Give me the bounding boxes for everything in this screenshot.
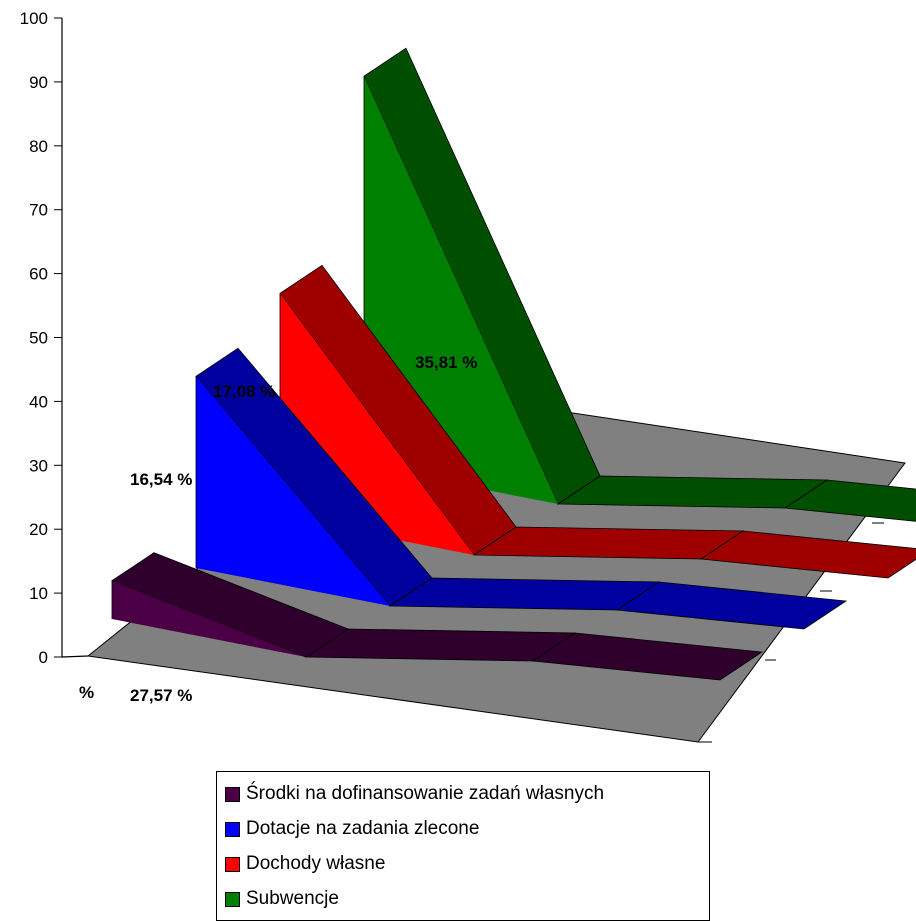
data-label: 17,08 % [213,382,275,401]
series-top-band [783,479,916,522]
series-0 [111,552,764,681]
data-label: 27,57 % [130,686,192,705]
legend-item: Środki na dofinansowanie zadań własnych [225,779,604,809]
axis-joint [61,655,89,658]
y-tick-label: 20 [29,520,48,539]
y-tick-label: 0 [39,648,48,667]
series-top-band [388,577,661,611]
y-tick-label: 90 [29,73,48,92]
legend-label: Dotacje na zadania zlecone [246,818,480,839]
value-axis: 0 10 20 30 40 50 60 70 80 90 100% [20,9,95,702]
legend-item: Subwencje [225,884,339,914]
data-label: 16,54 % [130,470,192,489]
y-tick-label: 40 [29,392,48,411]
legend-label: Dochody własne [246,853,386,874]
series-top-band [472,526,745,560]
series-1 [195,347,848,630]
legend-label: Subwencje [246,888,339,909]
series-area [196,376,804,629]
y-tick-label: 10 [29,584,48,603]
legend-swatch [225,821,240,837]
legend-swatch [225,786,240,802]
chart-3d-area: 0 10 20 30 40 50 60 70 80 90 100% 35,81 % 17,08 % 16… [20,9,916,743]
legend-label: Środki na dofinansowanie zadań własnych [246,783,605,804]
legend-swatch [225,891,240,907]
data-label: 35,81 % [415,353,477,372]
legend-swatch [225,856,240,872]
series-top-band [615,581,848,630]
y-tick-label: 50 [29,329,48,348]
y-tick-label: 70 [29,201,48,220]
data-labels: 35,81 % 17,08 % 16,54 % 27,57 % [130,353,477,705]
series-top-band [699,530,916,579]
series-top-band [556,475,829,509]
series-top-band [531,632,764,681]
y-tick-label: 60 [29,265,48,284]
legend: Środki na dofinansowanie zadań własnych D… [216,771,710,921]
series-2 [279,264,916,579]
series-area [280,293,888,578]
legend-item: Dotacje na zadania zlecone [225,814,479,844]
series-area [112,580,720,680]
series-top-band [304,628,577,662]
legend-item: Dochody własne [225,849,385,879]
y-tick-label: 30 [29,456,48,475]
series-group [111,47,916,681]
y-tick-label: 100 [20,9,48,28]
series-3 [363,47,916,522]
y-axis-label: % [79,683,94,702]
y-tick-label: 80 [29,137,48,156]
series-area [364,76,916,522]
